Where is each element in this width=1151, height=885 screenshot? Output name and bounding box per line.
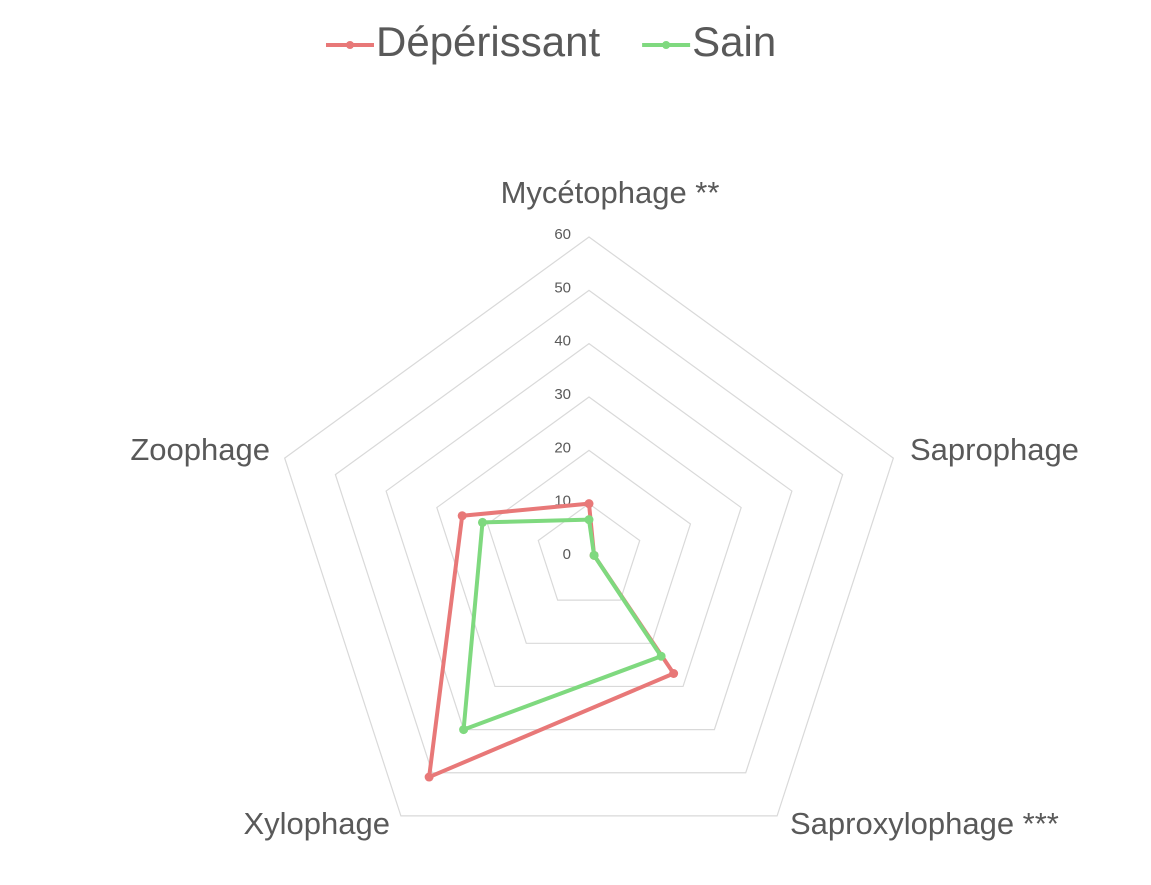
y-tick-label: 60 [554, 226, 571, 243]
category-label: Xylophage [243, 806, 390, 841]
grid-ring [537, 502, 641, 601]
grid-ring [486, 449, 692, 644]
grid-ring [283, 236, 895, 817]
y-tick-label: 20 [554, 439, 571, 456]
series-marker [669, 668, 679, 678]
grid-ring [334, 289, 844, 774]
y-tick-label: 30 [554, 386, 571, 403]
category-label: Saproxylophage *** [790, 806, 1059, 841]
series-marker [424, 772, 434, 782]
legend-marker [346, 41, 354, 49]
series-marker [459, 725, 469, 735]
y-tick-label: 0 [563, 546, 571, 563]
series-marker [457, 511, 467, 521]
series-line [427, 501, 676, 780]
series-marker [584, 515, 594, 525]
category-label: Saprophage [910, 432, 1079, 467]
series-marker [477, 517, 487, 527]
category-label: Mycétophage ** [501, 175, 720, 210]
y-tick-label: 40 [554, 333, 571, 350]
series-marker [589, 550, 599, 560]
series-marker [584, 499, 594, 509]
series-line [461, 517, 664, 732]
series-marker [656, 651, 666, 661]
legend-label: Dépérissant [376, 18, 600, 65]
legend-label: Sain [692, 18, 776, 65]
legend-marker [662, 41, 671, 49]
grid-ring [385, 342, 793, 731]
grid-ring [436, 396, 742, 688]
category-label: Zoophage [130, 432, 270, 467]
y-tick-label: 50 [554, 279, 571, 296]
